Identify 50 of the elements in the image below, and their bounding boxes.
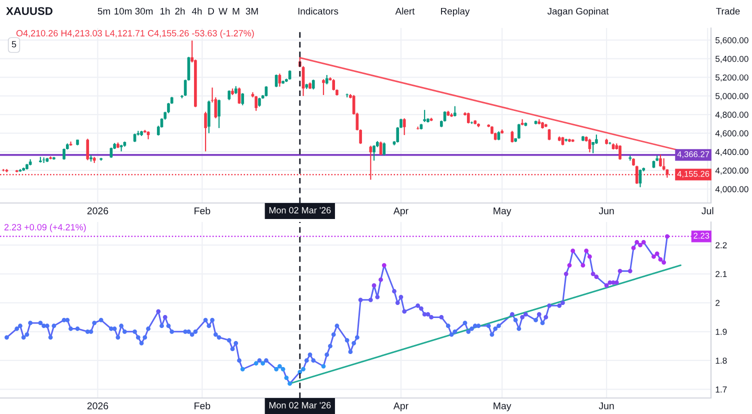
y-tick-label: 4,000.00: [715, 186, 748, 194]
annotation: 5: [12, 41, 16, 48]
x-tick-label: Feb: [194, 402, 210, 410]
y-tick-label: 4,200.00: [715, 168, 748, 175]
y-tick-label: 2: [716, 300, 720, 306]
x-tick-label: Jul: [702, 207, 714, 214]
ref-line-label: 4,155.26: [677, 170, 710, 178]
text: Indicators: [298, 8, 338, 15]
y-tick-label: 4,600.00: [715, 130, 748, 138]
x-tick-label: May: [494, 208, 512, 216]
x-tick-label: May: [494, 402, 512, 412]
text: 2h: [175, 8, 185, 14]
x-tick-label: 2026: [87, 402, 108, 410]
y-tick-label: 5,400.00: [716, 56, 748, 63]
y-tick-label: 2.2: [716, 242, 727, 248]
chart-title: XAUUSD: [6, 7, 52, 15]
text: 5m: [98, 8, 110, 15]
y-tick-label: 4,800.00: [715, 112, 748, 119]
y-tick-label: 2.1: [716, 271, 727, 278]
y-tick-label: 5,000.00: [716, 93, 748, 100]
y-tick-label: 1.7: [716, 386, 727, 392]
x-tick-label: 2026: [87, 207, 108, 214]
y-tick-label: 5,200.00: [716, 74, 748, 82]
text: W: [218, 8, 228, 14]
x-tick-label: Jun: [598, 208, 614, 214]
text: 10m: [114, 8, 132, 15]
ref-line-label: Mon 02 Mar '26: [269, 402, 331, 408]
y-tick-label: 4,400.00: [715, 148, 748, 156]
text: Alert: [395, 8, 415, 15]
x-tick-label: Feb: [194, 207, 210, 214]
y-tick-label: 5,600.00: [716, 37, 748, 44]
x-tick-label: Apr: [393, 208, 408, 216]
text: 4h: [192, 8, 202, 14]
text: 1h: [160, 8, 170, 14]
text: Replay: [441, 8, 470, 16]
ref-line-label: Mon 02 Mar '26: [269, 207, 331, 214]
text: D: [208, 8, 214, 14]
x-tick-label: Jun: [598, 402, 614, 410]
text: Jagan Gopinat: [547, 8, 609, 16]
text: 30m: [135, 8, 153, 15]
y-tick-label: 1.9: [716, 328, 727, 335]
chart-subtitle: O4,210.26 H4,213.03 L4,121.71 C4,155.26 -53.63 (-1.27%): [16, 30, 254, 38]
ref-line-label: 2.23: [694, 232, 710, 239]
ref-line-label: 4,366.27: [677, 151, 710, 158]
x-tick-label: Apr: [393, 402, 408, 412]
text: M: [232, 8, 240, 14]
text: 3M: [246, 8, 258, 15]
y-tick-label: 1.8: [716, 358, 727, 364]
text: Trade: [716, 8, 740, 15]
chart-subtitle: 2.23 +0.09 (+4.21%): [4, 224, 86, 232]
